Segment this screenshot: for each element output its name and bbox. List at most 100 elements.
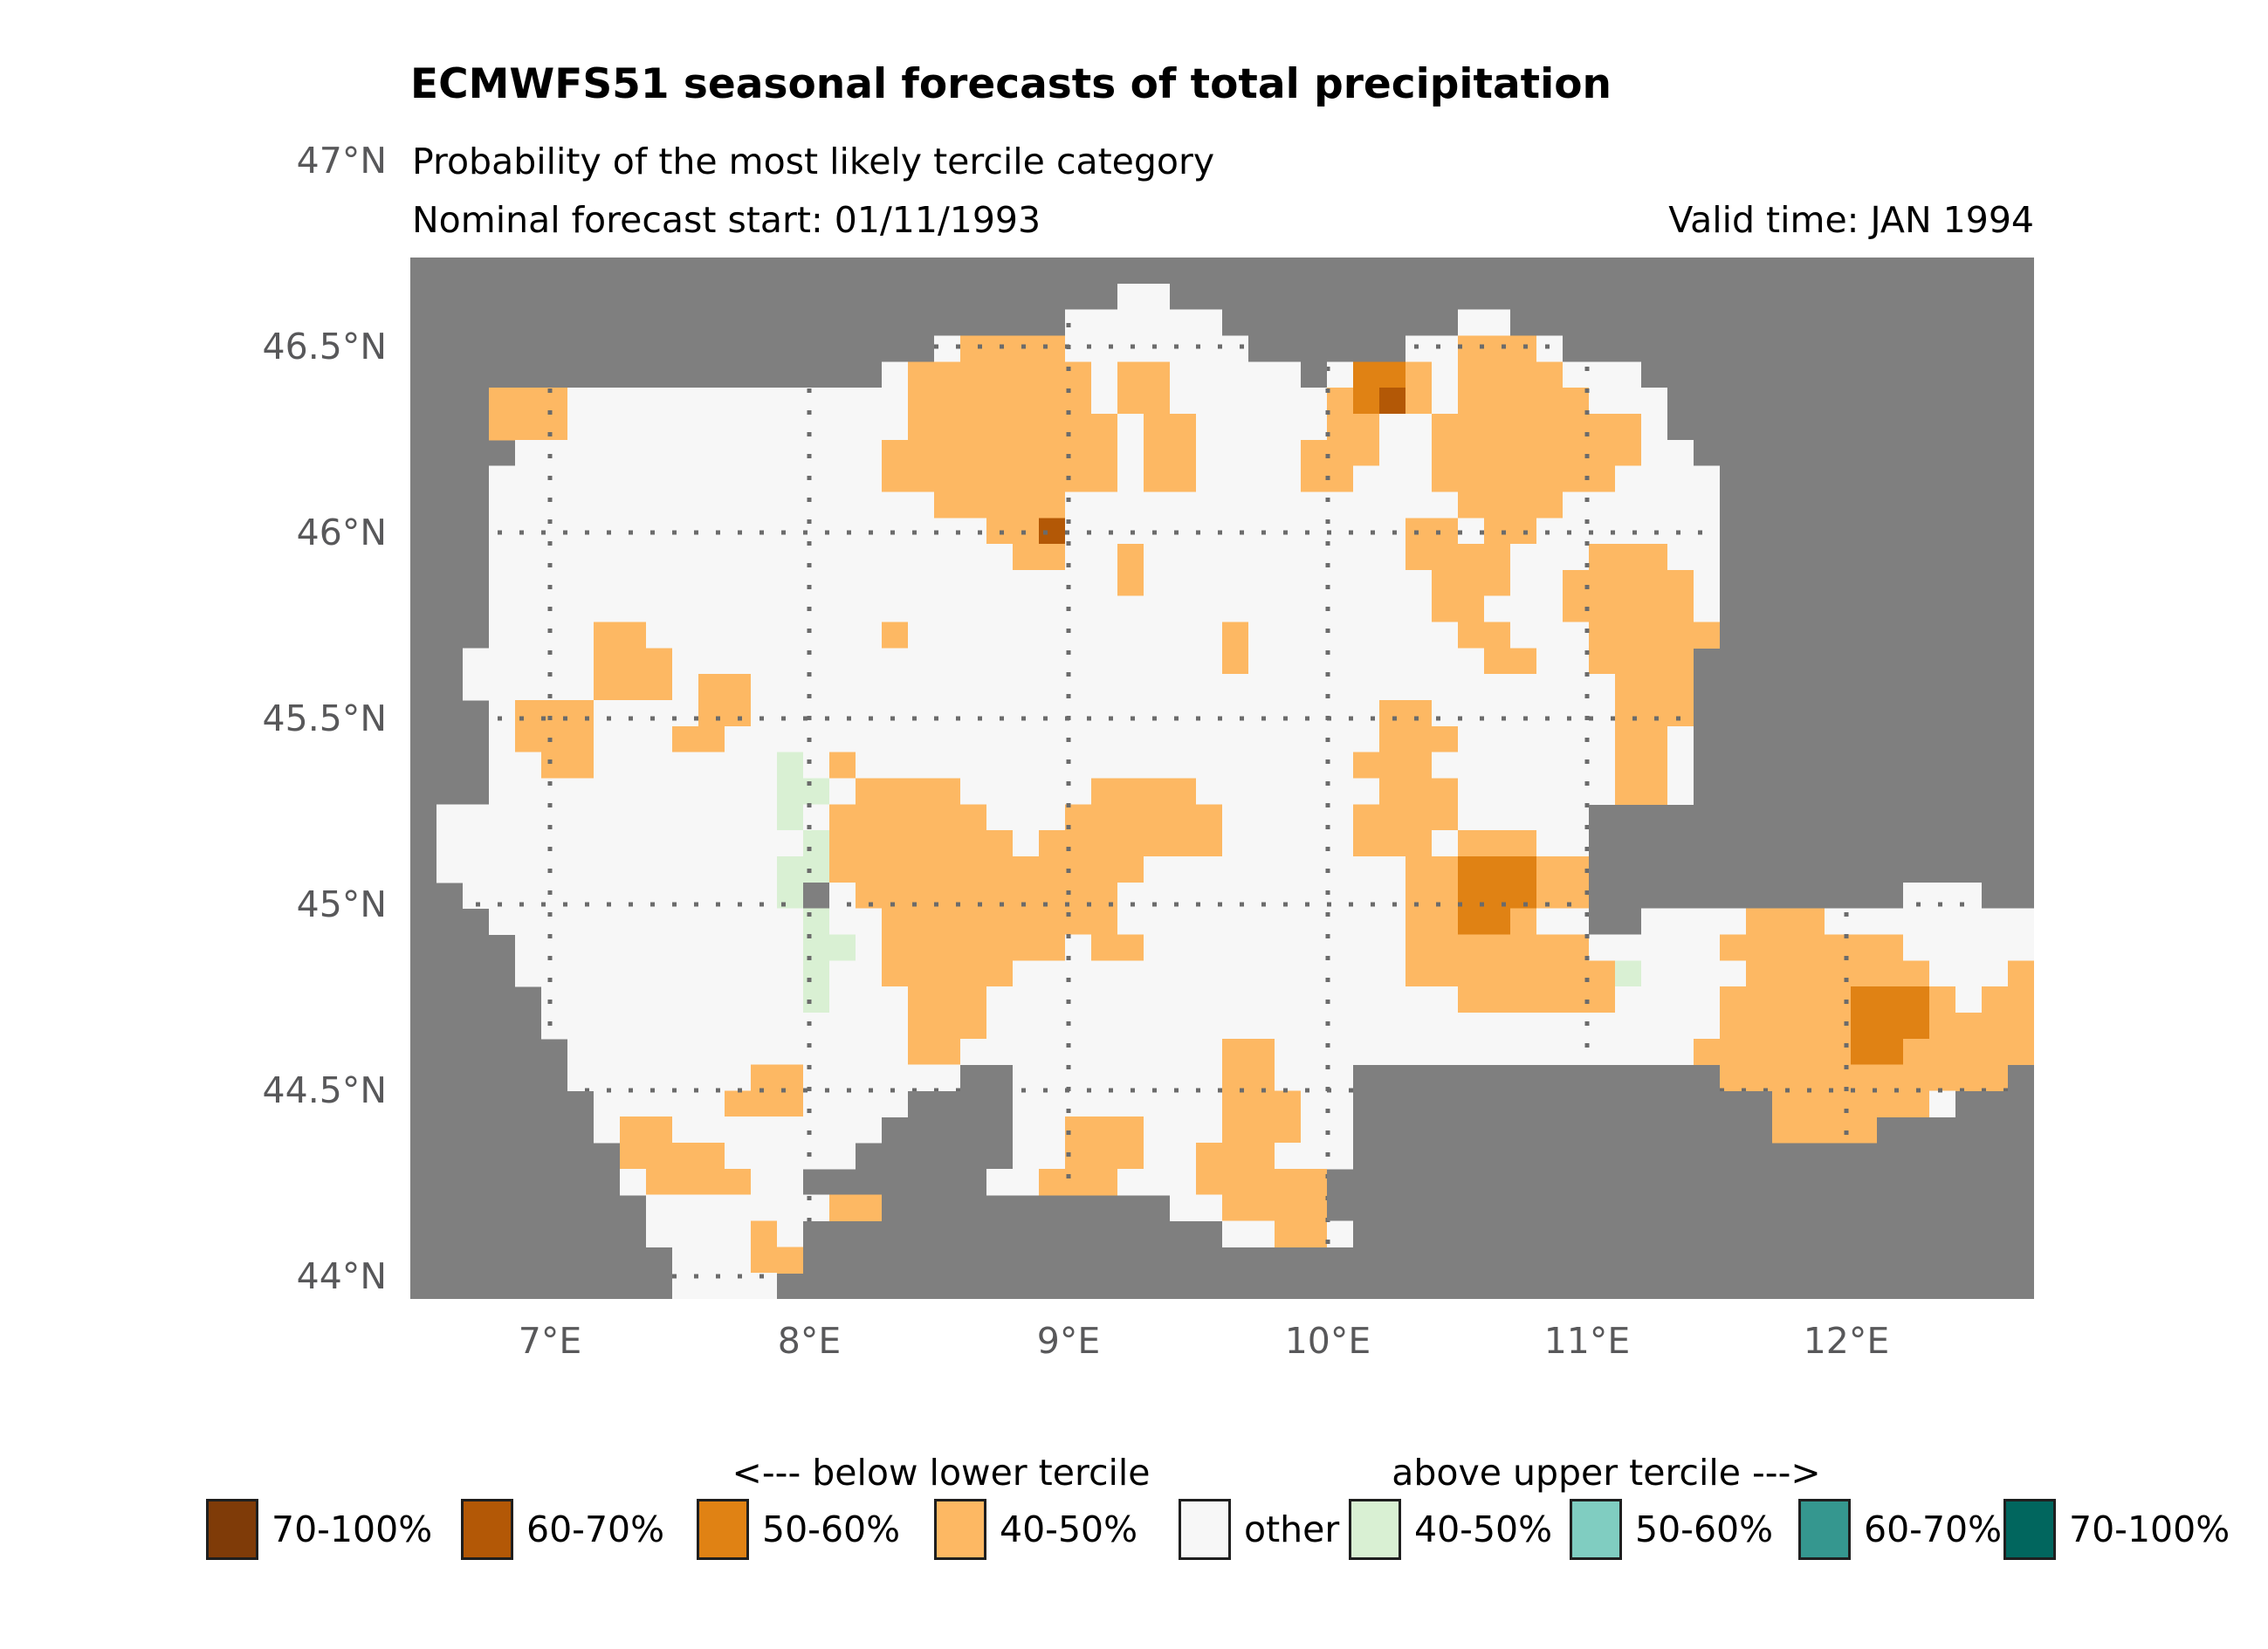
map-cell xyxy=(751,1168,803,1196)
map-cell xyxy=(1458,908,1510,936)
map-cell xyxy=(777,855,829,883)
y-tick-label: 44.5°N xyxy=(262,1069,387,1111)
map-cell xyxy=(1039,1168,1117,1196)
legend-item: 40-50% xyxy=(934,1499,1137,1560)
map-cell xyxy=(1065,804,1222,831)
map-cell xyxy=(620,1168,646,1196)
x-tick-label: 11°E xyxy=(1543,1320,1631,1362)
map-cell xyxy=(1275,1038,1694,1066)
map-cell xyxy=(1405,882,1458,910)
map-cell xyxy=(1929,986,1955,1013)
map-cell xyxy=(436,804,777,831)
map-cell xyxy=(1458,388,1589,415)
map-cell xyxy=(1222,1194,1327,1222)
map-cell xyxy=(1982,986,2034,1013)
map-cell xyxy=(1615,752,1667,780)
map-cell xyxy=(489,465,882,493)
map-cell xyxy=(1615,465,1720,493)
map-cell xyxy=(489,752,541,780)
map-cell xyxy=(1484,648,1536,675)
map-cell xyxy=(751,1064,803,1091)
map-cell xyxy=(1615,986,1720,1013)
map-cell xyxy=(1117,569,1144,597)
map-cell xyxy=(856,752,1353,780)
legend-label: 60-70% xyxy=(526,1508,665,1550)
map-domain-cells xyxy=(436,283,2034,1299)
map-cell xyxy=(1484,595,1563,623)
map-cell xyxy=(1327,388,1353,415)
map-cell xyxy=(489,908,803,936)
map-cell xyxy=(1170,388,1327,415)
map-cell xyxy=(1065,1143,1144,1170)
map-cell xyxy=(1563,491,1720,519)
map-cell xyxy=(1903,1038,2034,1066)
map-cell xyxy=(908,1038,960,1066)
legend-item: 60-70% xyxy=(1798,1499,2002,1560)
map-plot xyxy=(410,258,2034,1299)
map-cell xyxy=(1563,569,1694,597)
map-cell xyxy=(1641,908,1746,936)
map-cell xyxy=(594,1117,620,1144)
map-cell xyxy=(908,986,986,1013)
map-cell xyxy=(1510,908,1536,936)
map-cell xyxy=(1065,309,1222,337)
map-cell xyxy=(1667,752,1694,780)
map-cell xyxy=(1432,388,1458,415)
legend-label: 40-50% xyxy=(1000,1508,1138,1550)
map-cell xyxy=(1170,1194,1222,1222)
map-cell xyxy=(1013,1117,1065,1144)
map-cell xyxy=(1196,439,1301,467)
map-cell xyxy=(856,882,1117,910)
legend-swatch xyxy=(1179,1499,1231,1560)
map-cell xyxy=(1379,439,1432,467)
y-tick-label: 45°N xyxy=(296,883,387,925)
map-cell xyxy=(1117,908,1405,936)
map-cell xyxy=(856,778,960,805)
map-cell xyxy=(934,335,960,362)
map-cell xyxy=(1641,439,1694,467)
map-cell xyxy=(1536,882,1589,910)
map-cell xyxy=(1379,700,1432,727)
map-cell xyxy=(803,960,829,987)
map-cell xyxy=(777,778,829,805)
legend-item: 60-70% xyxy=(461,1499,664,1560)
map-cell xyxy=(803,830,829,857)
legend-header-below: <--- below lower tercile xyxy=(732,1452,1151,1494)
map-cell xyxy=(1275,1064,1353,1091)
map-cell xyxy=(751,1220,777,1247)
map-cell xyxy=(829,830,1013,857)
map-cell xyxy=(1196,413,1327,441)
map-cell xyxy=(1222,830,1353,857)
map-cell xyxy=(1353,361,1405,388)
map-cell xyxy=(1144,1143,1196,1170)
map-cell xyxy=(436,855,777,883)
map-cell xyxy=(777,882,803,910)
legend-item: 70-100% xyxy=(2003,1499,2230,1560)
map-cell xyxy=(1222,1064,1275,1091)
map-cell xyxy=(1405,908,1458,936)
map-cell xyxy=(515,725,594,753)
map-cell xyxy=(436,830,803,857)
map-cell xyxy=(1405,544,1510,571)
legend-label: other xyxy=(1244,1508,1340,1550)
map-cell xyxy=(1117,361,1170,388)
x-tick-label: 7°E xyxy=(518,1320,582,1362)
map-cell xyxy=(541,1012,908,1040)
map-cell xyxy=(1641,413,1667,441)
map-cell xyxy=(777,1220,803,1247)
map-cell xyxy=(1929,960,2008,987)
map-cell xyxy=(1929,1090,1955,1117)
map-cell xyxy=(541,986,803,1013)
map-cell xyxy=(489,413,567,441)
map-cell xyxy=(1589,544,1667,571)
map-cell xyxy=(882,361,908,388)
legend-label: 50-60% xyxy=(762,1508,901,1550)
map-cell xyxy=(1379,413,1432,441)
map-cell xyxy=(1353,388,1379,415)
legend-item: 50-60% xyxy=(697,1499,900,1560)
map-cell xyxy=(1405,960,1615,987)
legend-item: other xyxy=(1179,1499,1339,1560)
legend-label: 60-70% xyxy=(1864,1508,2003,1550)
map-cell xyxy=(1013,830,1039,857)
